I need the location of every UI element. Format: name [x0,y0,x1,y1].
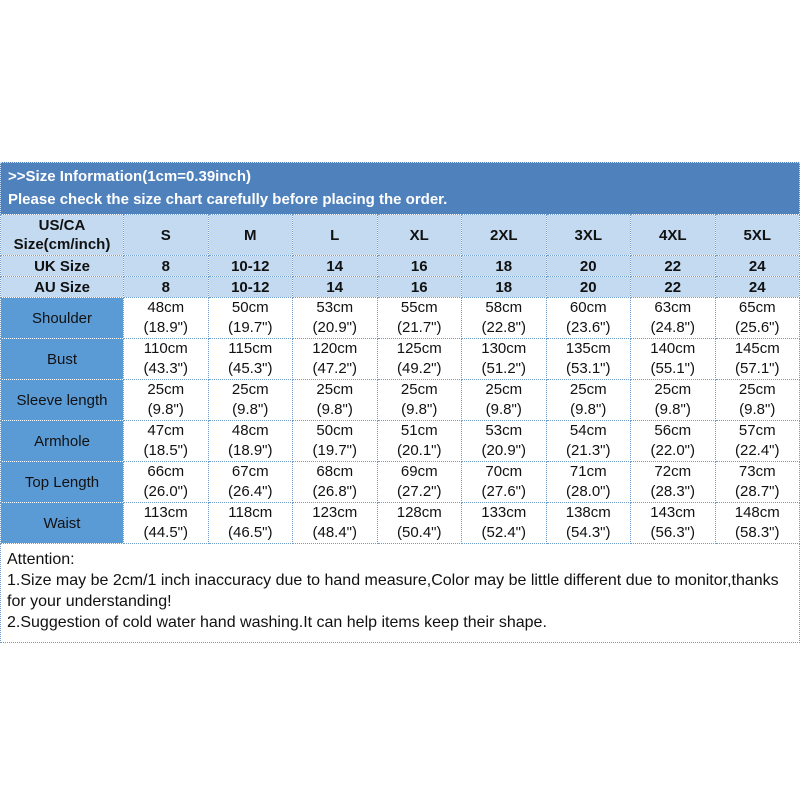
uk-size-value: 10-12 [207,255,293,277]
measurement-cell: 110cm (43.3") [123,338,209,380]
measurement-label: Bust [0,338,124,380]
au-size-value: 16 [376,276,462,298]
measurement-cell: 130cm (51.2") [461,338,547,380]
attention-title: Attention: [7,551,75,568]
measurement-row-sleeve-length: Sleeve length 25cm (9.8") 25cm (9.8") 25cm… [0,379,800,421]
measurement-row-shoulder: Shoulder 48cm (18.9") 50cm (19.7") 53cm (20… [0,297,800,339]
measurement-row-top-length: Top Length 66cm (26.0") 67cm (26.4") 68cm(… [0,461,800,503]
measurement-cell: 67cm (26.4") [207,461,293,503]
size-info-subtitle: Please check the size chart carefully be… [8,191,448,208]
uk-size-value: 18 [461,255,547,277]
attention-section: Attention: 1.Size may be 2cm/1 inch inac… [0,544,800,643]
measurement-cell: 73cm (28.7") [714,461,800,503]
measurement-cell: 25cm (9.8") [545,379,631,421]
measurement-cell: 72cm (28.3") [630,461,716,503]
uk-size-value: 8 [123,255,209,277]
measurement-cell: 57cm (22.4") [714,420,800,462]
measurement-label: Waist [0,502,124,544]
measurement-cell: 140cm (55.1") [630,338,716,380]
uk-size-value: 22 [630,255,716,277]
au-size-label: AU Size [0,276,124,298]
uk-size-value: 20 [545,255,631,277]
measurement-cell: 71cm (28.0") [545,461,631,503]
measurement-cell: 66cm (26.0") [123,461,209,503]
uk-size-label: UK Size [0,255,124,277]
measurement-row-bust: Bust 110cm (43.3") 115cm (45.3") 120cm (47.… [0,338,800,380]
size-info-title: >>Size Information(1cm=0.39inch) [8,168,251,185]
measurement-label: Armhole [0,420,124,462]
measurement-row-waist: Waist 113cm (44.5") 118cm (46.5") 123cm (48… [0,502,800,544]
size-chart-table: US/CA Size(cm/inch) S M L XL 2XL 3XL 4XL… [0,214,800,544]
size-column-header: S [123,214,209,256]
measurement-cell: 69cm (27.2") [376,461,462,503]
measurement-cell: 60cm (23.6") [545,297,631,339]
au-size-row: AU Size 8 10-12 14 16 18 20 22 24 [0,276,800,298]
measurement-cell: 25cm (9.8") [292,379,378,421]
au-size-value: 20 [545,276,631,298]
size-info-banner: >>Size Information(1cm=0.39inch) Please … [0,162,800,214]
measurement-cell: 123cm (48.4") [292,502,378,544]
measurement-cell: 25cm (9.8") [376,379,462,421]
au-size-value: 22 [630,276,716,298]
measurement-cell: 58cm (22.8") [461,297,547,339]
measurement-cell: 25cm (9.8") [461,379,547,421]
measurement-cell: 50cm (19.7") [207,297,293,339]
au-size-value: 10-12 [207,276,293,298]
corner-label: US/CA Size(cm/inch) [0,214,124,256]
au-size-value: 24 [714,276,800,298]
measurement-cell: 65cm (25.6") [714,297,800,339]
measurement-cell: 148cm (58.3") [714,502,800,544]
attention-note-2: 2.Suggestion of cold water hand washing.… [7,614,547,631]
measurement-cell: 68cm (26.8") [292,461,378,503]
measurement-cell: 25cm (9.8") [123,379,209,421]
measurement-cell: 53cm (20.9") [461,420,547,462]
measurement-cell: 128cm (50.4") [376,502,462,544]
measurement-cell: 118cm (46.5") [207,502,293,544]
measurement-cell: 25cm (9.8") [207,379,293,421]
measurement-cell: 25cm (9.8") [630,379,716,421]
measurement-cell: 115cm (45.3") [207,338,293,380]
measurement-cell: 63cm (24.8") [630,297,716,339]
au-size-value: 8 [123,276,209,298]
measurement-label: Sleeve length [0,379,124,421]
measurement-cell: 143cm (56.3") [630,502,716,544]
measurement-cell: 47cm (18.5") [123,420,209,462]
uk-size-row: UK Size 8 10-12 14 16 18 20 22 24 [0,255,800,277]
size-column-header: L [292,214,378,256]
uk-size-value: 16 [376,255,462,277]
measurement-cell: 135cm (53.1") [545,338,631,380]
measurement-cell: 56cm (22.0") [630,420,716,462]
measurement-label: Top Length [0,461,124,503]
measurement-cell: 54cm (21.3") [545,420,631,462]
measurement-row-armhole: Armhole 47cm (18.5") 48cm (18.9") 50cm (19.… [0,420,800,462]
measurement-cell: 48cm (18.9") [123,297,209,339]
measurement-cell: 133cm (52.4") [461,502,547,544]
attention-note-1: 1.Size may be 2cm/1 inch inaccuracy due … [7,572,779,610]
size-column-header: 3XL [545,214,631,256]
measurement-cell: 138cm (54.3") [545,502,631,544]
size-header-row: US/CA Size(cm/inch) S M L XL 2XL 3XL 4XL… [0,214,800,256]
measurement-cell: 48cm (18.9") [207,420,293,462]
au-size-value: 14 [292,276,378,298]
size-column-header: 5XL [714,214,800,256]
measurement-cell: 120cm (47.2") [292,338,378,380]
size-column-header: 4XL [630,214,716,256]
measurement-cell: 53cm (20.9") [292,297,378,339]
size-column-header: 2XL [461,214,547,256]
size-info-panel: >>Size Information(1cm=0.39inch) Please … [0,162,800,643]
measurement-cell: 145cm (57.1") [714,338,800,380]
measurement-cell: 55cm (21.7") [376,297,462,339]
uk-size-value: 24 [714,255,800,277]
measurement-cell: 70cm (27.6") [461,461,547,503]
uk-size-value: 14 [292,255,378,277]
size-column-header: XL [376,214,462,256]
measurement-cell: 51cm (20.1") [376,420,462,462]
au-size-value: 18 [461,276,547,298]
size-column-header: M [207,214,293,256]
measurement-cell: 25cm (9.8") [714,379,800,421]
measurement-cell: 113cm (44.5") [123,502,209,544]
measurement-cell: 125cm (49.2") [376,338,462,380]
measurement-cell: 50cm (19.7") [292,420,378,462]
measurement-label: Shoulder [0,297,124,339]
